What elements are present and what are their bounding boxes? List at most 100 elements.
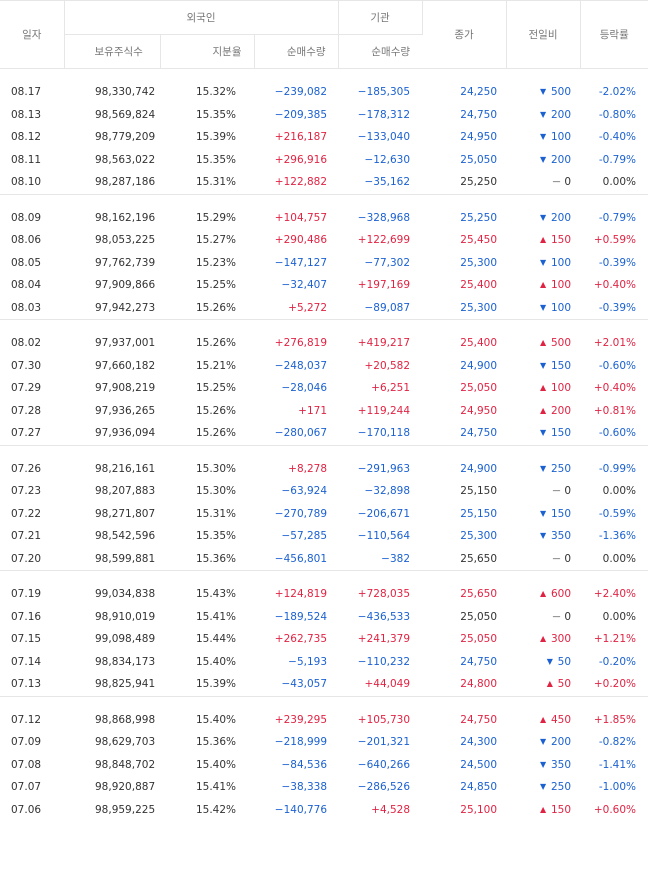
cell-foreign-net: −248,037 <box>274 359 328 372</box>
change-value: 250 <box>550 462 572 475</box>
cell-date: 07.23 <box>11 485 42 498</box>
header-inst-net: 순매수량 <box>338 34 423 69</box>
cell-date: 07.16 <box>11 610 42 623</box>
cell-rate: +0.59% <box>593 234 637 247</box>
triangle-down-icon: ▼ <box>540 212 547 222</box>
triangle-down-icon: ▼ <box>540 759 547 769</box>
cell-rate: 0.00% <box>602 552 637 565</box>
cell-inst-net: +241,379 <box>357 633 411 646</box>
cell-ratio: 15.44% <box>195 633 236 646</box>
table-row: 07.12 98,868,998 15.40% +239,295 +105,730 24,… <box>0 709 648 732</box>
cell-rate: +0.40% <box>593 382 637 395</box>
cell-ratio: 15.43% <box>195 588 236 601</box>
cell-foreign-net: −218,999 <box>274 736 328 749</box>
cell-close: 24,750 <box>460 655 498 668</box>
cell-rate: +1.21% <box>593 633 637 646</box>
cell-change: ▲ 450 <box>506 709 580 732</box>
table-row: 07.16 98,910,019 15.41% −189,524 −436,533 25,… <box>0 606 648 629</box>
cell-ratio: 15.26% <box>195 404 236 417</box>
cell-date: 07.08 <box>11 758 42 771</box>
cell-rate: -0.39% <box>598 256 637 269</box>
cell-change: ▲ 300 <box>506 628 580 651</box>
cell-inst-net: −110,564 <box>357 530 411 543</box>
cell-ratio: 15.35% <box>195 530 236 543</box>
cell-foreign-net: +5,272 <box>288 301 328 314</box>
cell-date: 07.27 <box>11 427 42 440</box>
change-value: 200 <box>550 736 572 749</box>
cell-holdings: 98,287,186 <box>95 176 156 189</box>
change-value: 250 <box>550 781 572 794</box>
cell-foreign-net: +296,916 <box>274 153 328 166</box>
table-row: 07.27 97,936,094 15.26% −280,067 −170,118 24,… <box>0 422 648 445</box>
cell-date: 07.07 <box>11 781 42 794</box>
cell-holdings: 98,216,161 <box>95 462 156 475</box>
triangle-up-icon: ▲ <box>540 235 547 245</box>
cell-rate: -0.99% <box>598 462 637 475</box>
cell-rate: -0.80% <box>598 108 637 121</box>
cell-foreign-net: −189,524 <box>274 610 328 623</box>
cell-close: 24,950 <box>460 404 498 417</box>
change-value: 100 <box>550 301 572 314</box>
cell-holdings: 98,563,022 <box>95 153 156 166</box>
cell-rate: -2.02% <box>598 86 637 99</box>
table-row: 08.10 98,287,186 15.31% +122,882 −35,162 25,2… <box>0 171 648 194</box>
cell-date: 07.22 <box>11 507 42 520</box>
cell-inst-net: −32,898 <box>364 485 411 498</box>
cell-rate: +1.85% <box>593 713 637 726</box>
cell-date: 08.05 <box>11 256 42 269</box>
cell-close: 24,900 <box>460 359 498 372</box>
cell-close: 25,650 <box>460 552 498 565</box>
triangle-down-icon: ▼ <box>540 360 547 370</box>
table-row: 07.06 98,959,225 15.42% −140,776 +4,528 25,10… <box>0 799 648 822</box>
cell-holdings: 97,936,094 <box>95 427 156 440</box>
cell-date: 07.06 <box>11 803 42 816</box>
cell-ratio: 15.25% <box>195 382 236 395</box>
cell-date: 07.30 <box>11 359 42 372</box>
cell-ratio: 15.32% <box>195 86 236 99</box>
cell-date: 07.15 <box>11 633 42 646</box>
header-foreign-net: 순매수량 <box>254 34 339 69</box>
table-row: 08.04 97,909,866 15.25% −32,407 +197,169 25,4… <box>0 274 648 297</box>
cell-foreign-net: −57,285 <box>281 530 328 543</box>
cell-holdings: 98,629,703 <box>95 736 156 749</box>
change-value: 50 <box>557 655 572 668</box>
table-row: 07.15 99,098,489 15.44% +262,735 +241,379 25,… <box>0 628 648 651</box>
cell-holdings: 98,920,887 <box>95 781 156 794</box>
triangle-up-icon: ▲ <box>540 714 547 724</box>
cell-close: 24,750 <box>460 108 498 121</box>
cell-holdings: 98,542,596 <box>95 530 156 543</box>
cell-ratio: 15.40% <box>195 758 236 771</box>
change-value: 200 <box>550 211 572 224</box>
cell-inst-net: −12,630 <box>364 153 411 166</box>
cell-date: 08.17 <box>11 86 42 99</box>
cell-inst-net: −110,232 <box>357 655 411 668</box>
cell-rate: +0.40% <box>593 279 637 292</box>
cell-date: 07.20 <box>11 552 42 565</box>
cell-holdings: 98,599,881 <box>95 552 156 565</box>
cell-inst-net: +44,049 <box>364 678 411 691</box>
cell-close: 25,300 <box>460 301 498 314</box>
triangle-up-icon: ▲ <box>540 405 547 415</box>
cell-ratio: 15.36% <box>195 736 236 749</box>
table-row: 07.14 98,834,173 15.40% −5,193 −110,232 24,75… <box>0 651 648 674</box>
cell-inst-net: −201,321 <box>357 736 411 749</box>
cell-ratio: 15.27% <box>195 234 236 247</box>
cell-holdings: 97,908,219 <box>95 382 156 395</box>
cell-change: ▼ 150 <box>506 503 580 526</box>
cell-date: 08.02 <box>11 337 42 350</box>
dash-icon: — <box>552 486 561 496</box>
cell-change: ▼ 50 <box>506 651 580 674</box>
cell-foreign-net: +104,757 <box>274 211 328 224</box>
cell-close: 24,950 <box>460 131 498 144</box>
header-institution: 기관 <box>338 0 423 35</box>
cell-holdings: 97,660,182 <box>95 359 156 372</box>
cell-date: 08.06 <box>11 234 42 247</box>
cell-inst-net: −77,302 <box>364 256 411 269</box>
cell-foreign-net: +262,735 <box>274 633 328 646</box>
cell-holdings: 98,959,225 <box>95 803 156 816</box>
group-spacer <box>0 570 648 583</box>
cell-change: ▼ 200 <box>506 207 580 230</box>
cell-rate: -0.60% <box>598 359 637 372</box>
cell-change: ▲ 500 <box>506 332 580 355</box>
cell-holdings: 98,569,824 <box>95 108 156 121</box>
